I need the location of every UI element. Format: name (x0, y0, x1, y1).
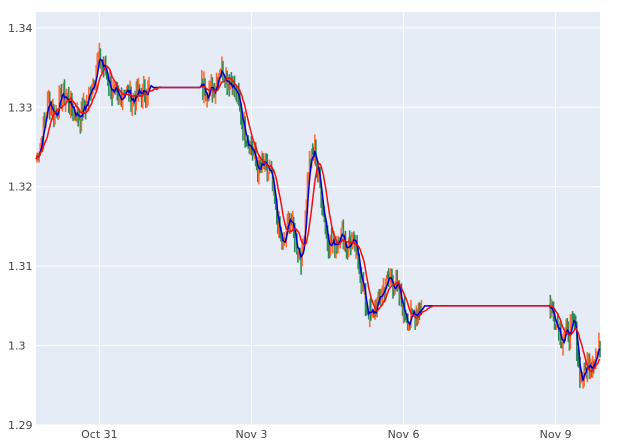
y-tick-label: 1.3 (8, 340, 26, 353)
y-tick-label: 1.31 (8, 260, 33, 273)
y-tick-label: 1.33 (8, 101, 33, 114)
y-tick-label: 1.34 (8, 22, 33, 35)
y-tick-label: 1.32 (8, 181, 33, 194)
x-tick-label: Oct 31 (81, 428, 118, 441)
x-tick-label: Nov 9 (540, 428, 572, 441)
x-tick-label: Nov 6 (388, 428, 420, 441)
long-moving-average-line (35, 66, 601, 373)
plot-background (36, 12, 600, 425)
moving-averages (35, 58, 601, 381)
x-tick-label: Nov 3 (235, 428, 267, 441)
y-tick-label: 1.29 (8, 419, 33, 432)
tick-labels: 1.29 1.3 1.31 1.32 1.33 1.34 Oct 31 Nov 3 Nov 6 N… (8, 22, 572, 441)
